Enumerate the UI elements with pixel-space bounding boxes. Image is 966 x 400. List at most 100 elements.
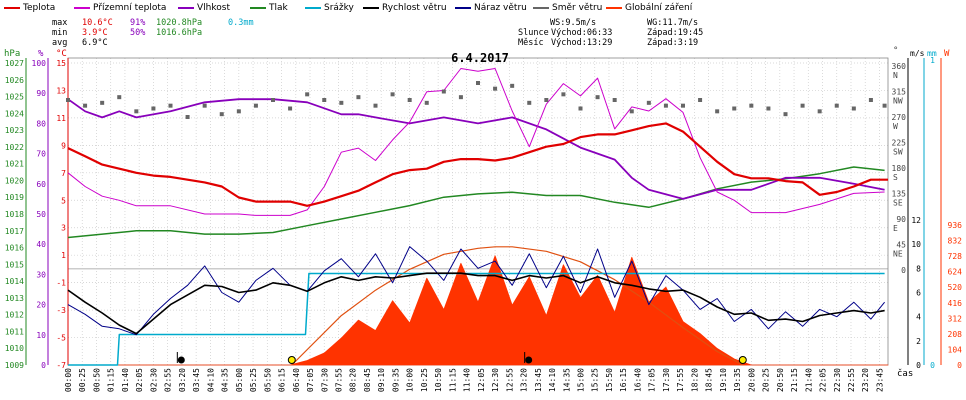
wind-direction-point — [339, 100, 344, 105]
axis-tick-wm2: 208 — [948, 330, 963, 339]
axis-tick-time: 18:45 — [705, 368, 714, 392]
wind-direction-point — [100, 100, 105, 105]
axis-tick-time: 23:20 — [861, 368, 870, 392]
axis-tick-time: 17:30 — [662, 368, 671, 392]
axis-tick-time: 11:40 — [463, 368, 472, 392]
wind-direction-point — [544, 98, 549, 102]
series-temperature — [67, 122, 888, 207]
sun-label: Slunce — [518, 28, 549, 38]
axis-tick-pct: 70 — [36, 150, 46, 159]
wind-direction-point — [732, 106, 737, 111]
wind-summary: WS:9.5m/s WG:11.7m/s — [550, 18, 698, 28]
axis-unit-wm2: W — [944, 49, 950, 59]
axis-tick-time: 09:35 — [391, 368, 400, 392]
wind-direction-point — [612, 98, 617, 102]
wind-direction-point — [219, 112, 224, 117]
axis-tick-time: 20:50 — [776, 368, 785, 392]
axis-tick-time: 17:55 — [676, 368, 685, 392]
axis-unit-time: čas — [897, 368, 913, 379]
axis-tick-hpa: 1027 — [5, 59, 24, 68]
axis-tick-time: 06:40 — [292, 368, 301, 392]
axis-tick-time: 07:30 — [320, 368, 329, 392]
wind-direction-point — [236, 109, 241, 114]
axis-tick-hpa: 1019 — [5, 193, 24, 202]
wind-direction-point — [134, 109, 139, 114]
axis-tick-hpa: 1015 — [5, 260, 24, 269]
axis-tick-wm2: 728 — [948, 252, 963, 261]
axis-tick-wm2: 416 — [948, 299, 963, 308]
axis-tick-temp: 5 — [61, 196, 66, 205]
series-wind-gust — [67, 246, 885, 336]
wind-direction-point — [476, 81, 480, 85]
axis-tick-ms: 0 — [916, 361, 921, 370]
axis-tick-time: 18:20 — [690, 368, 699, 392]
axis-tick-time: 10:00 — [406, 368, 415, 392]
wind-direction-point — [561, 92, 566, 97]
axis-tick-time: 02:55 — [164, 368, 173, 392]
axis-tick-dir: 360 — [892, 62, 907, 71]
axis-tick-time: 01:40 — [121, 368, 130, 392]
stats-avg-row: avg 6.9°C — [52, 38, 108, 48]
axis-tick-time: 12:30 — [491, 368, 500, 392]
axis-tick-wm2: 832 — [948, 237, 963, 246]
legend-item-wind-gust: Náraz větru — [455, 3, 527, 13]
axis-tick-ms: 4 — [916, 313, 921, 322]
moon-info: Měsíc Východ:13:29 Západ:3:19 — [518, 38, 698, 48]
axis-tick-pct: 80 — [36, 119, 46, 128]
wind-direction-point — [83, 103, 88, 108]
wind-direction-point — [715, 109, 720, 114]
wind-direction-point — [868, 98, 873, 102]
sun-marker — [287, 356, 296, 364]
axis-tick-dir: 180 — [892, 164, 907, 173]
legend-item-global-radiation: Globální záření — [606, 3, 692, 13]
axis-tick-time: 14:35 — [562, 368, 571, 392]
axis-unit-deg: ° — [893, 46, 898, 56]
axis-unit-mm: mm — [927, 49, 937, 58]
wind-direction-point — [202, 103, 207, 108]
wind-direction-point — [851, 106, 856, 111]
axis-tick-time: 21:40 — [804, 368, 813, 392]
sunset-time: Západ:19:45 — [647, 28, 704, 38]
moonset-time: Západ:3:19 — [647, 38, 699, 48]
wind-direction-point — [356, 95, 361, 100]
wind-direction-point — [305, 92, 310, 97]
sun-marker — [738, 356, 747, 364]
wind-direction-point — [66, 98, 70, 102]
stats-min-row: min 3.9°C 50% 1016.6hPa — [52, 28, 203, 38]
axis-tick-time: 16:40 — [633, 368, 642, 392]
axis-tick-hpa: 1024 — [5, 109, 24, 118]
axis-tick-time: 05:25 — [249, 368, 258, 392]
axis-tick-dir: 315 — [892, 88, 907, 97]
wind-direction-point — [424, 100, 429, 105]
wind-direction-point — [493, 86, 498, 91]
axis-tick-mm: 1 — [930, 56, 935, 65]
axis-tick-dir: 270 — [892, 113, 907, 122]
chart-date-title: 6.4.2017 — [451, 51, 509, 65]
axis-tick-time: 06:15 — [278, 368, 287, 392]
series-pressure — [67, 166, 885, 239]
axis-tick-time: 03:20 — [178, 368, 187, 392]
legend-item-humidity: Vlhkost — [178, 3, 230, 13]
axis-unit-degc: °C — [56, 49, 67, 59]
axis-tick-time: 20:25 — [762, 368, 771, 392]
wind-direction-point — [407, 98, 412, 102]
axis-tick-wm2: 0 — [957, 361, 962, 370]
axis-tick-time: 23:45 — [875, 368, 884, 392]
axis-tick-dir: 45 — [896, 241, 906, 250]
series-wind-speed — [67, 272, 885, 335]
axis-tick-dir: 90 — [896, 215, 906, 224]
axis-tick-temp: 11 — [56, 114, 66, 123]
axis-tick-pct: 50 — [36, 210, 46, 219]
axis-tick-hpa: 1026 — [5, 76, 24, 85]
axis-tick-ms: 12 — [911, 216, 921, 225]
legend-item-temperature: Teplota — [4, 3, 55, 13]
moon-marker — [525, 356, 533, 364]
axis-tick-time: 19:10 — [719, 368, 728, 392]
axis-tick-pct: 60 — [36, 180, 46, 189]
axis-tick-mm: 0 — [930, 361, 935, 370]
axis-tick-wm2: 936 — [948, 221, 963, 230]
wind-direction-point — [271, 98, 275, 102]
axis-tick-time: 12:05 — [477, 368, 486, 392]
wind-direction-point — [458, 95, 463, 100]
axis-tick-time: 00:50 — [92, 368, 101, 392]
